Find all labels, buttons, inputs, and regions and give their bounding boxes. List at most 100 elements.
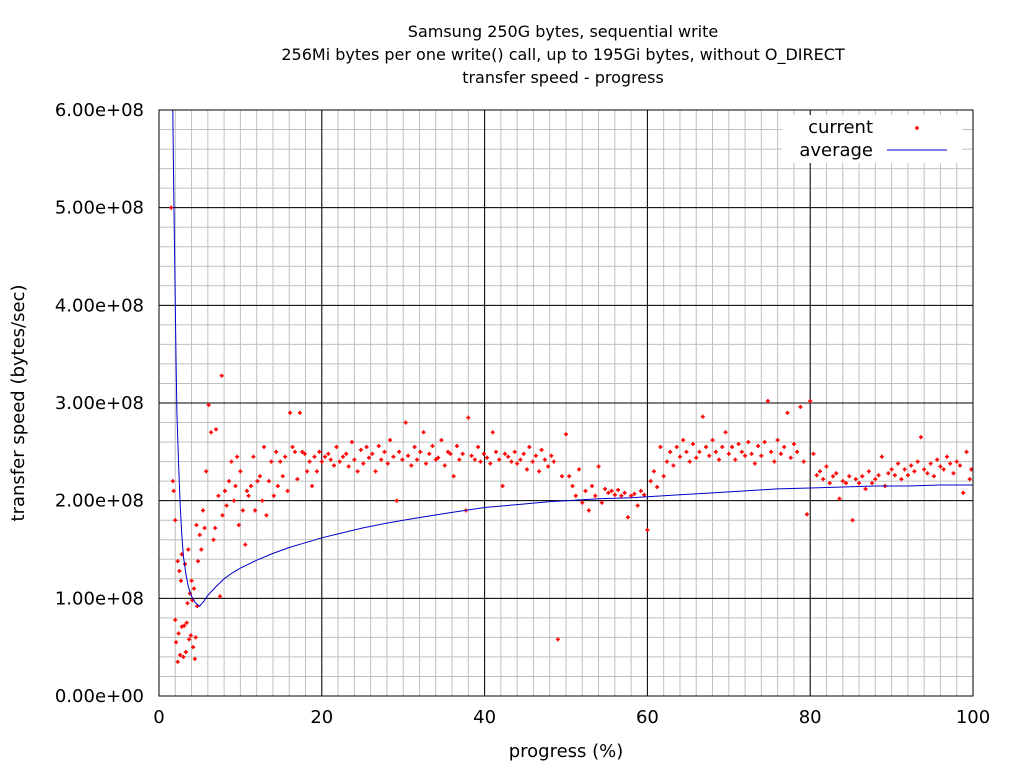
data-point-current [512, 449, 517, 454]
data-point-current [684, 449, 689, 454]
data-point-current [957, 463, 962, 468]
data-point-current [752, 461, 757, 466]
data-point-current [645, 527, 650, 532]
data-point-current [185, 601, 190, 606]
data-point-current [436, 455, 441, 460]
data-point-current [493, 449, 498, 454]
data-point-current [788, 455, 793, 460]
data-point-current [352, 457, 357, 462]
data-point-current [227, 479, 232, 484]
data-point-current [844, 481, 849, 486]
data-point-current [271, 493, 276, 498]
legend: current average [782, 115, 962, 163]
data-point-current [720, 444, 725, 449]
data-point-current [385, 461, 390, 466]
data-point-current [445, 449, 450, 454]
data-point-current [253, 508, 258, 513]
data-point-current [674, 444, 679, 449]
legend-point-current [915, 126, 919, 130]
data-point-current [246, 493, 251, 498]
data-point-current [310, 484, 315, 489]
data-point-current [379, 457, 384, 462]
data-point-current [337, 459, 342, 464]
data-point-current [785, 410, 790, 415]
data-point-current [801, 459, 806, 464]
data-point-current [830, 474, 835, 479]
data-point-current [899, 477, 904, 482]
data-point-current [229, 459, 234, 464]
data-point-current [236, 523, 241, 528]
data-point-current [697, 449, 702, 454]
data-point-current [954, 459, 959, 464]
data-point-current [285, 488, 290, 493]
data-point-current [593, 493, 598, 498]
data-point-current [200, 508, 205, 513]
data-point-current [951, 471, 956, 476]
data-point-current [533, 453, 538, 458]
data-point-current [539, 447, 544, 452]
data-point-current [421, 430, 426, 435]
data-point-current [290, 444, 295, 449]
data-point-current [490, 430, 495, 435]
data-point-current [905, 473, 910, 478]
data-point-current [260, 498, 265, 503]
data-point-current [255, 479, 260, 484]
data-point-current [834, 471, 839, 476]
data-point-current [870, 481, 875, 486]
data-point-current [219, 373, 224, 378]
data-point-current [257, 474, 262, 479]
data-point-current [549, 453, 554, 458]
data-point-current [948, 461, 953, 466]
x-tick-label: 60 [636, 707, 659, 728]
data-point-current [606, 490, 611, 495]
data-point-current [340, 454, 345, 459]
data-point-current [423, 461, 428, 466]
data-point-current [967, 477, 972, 482]
data-point-current [590, 484, 595, 489]
data-point-current [648, 479, 653, 484]
data-point-current [546, 464, 551, 469]
data-point-current [739, 449, 744, 454]
data-point-current [409, 463, 414, 468]
x-tick-label: 40 [473, 707, 496, 728]
data-point-current [863, 486, 868, 491]
data-point-current [457, 457, 462, 462]
data-point-current [454, 443, 459, 448]
data-point-current [209, 430, 214, 435]
data-point-current [521, 451, 526, 456]
data-point-current [690, 442, 695, 447]
data-point-current [632, 491, 637, 496]
data-point-current [183, 650, 188, 655]
data-point-current [206, 402, 211, 407]
data-point-current [170, 479, 175, 484]
data-point-current [481, 451, 486, 456]
data-point-current [478, 459, 483, 464]
data-point-current [886, 471, 891, 476]
data-point-current [658, 444, 663, 449]
data-point-current [938, 464, 943, 469]
data-point-current [376, 443, 381, 448]
data-point-current [334, 444, 339, 449]
data-point-current [821, 477, 826, 482]
data-point-current [717, 457, 722, 462]
data-point-current [373, 469, 378, 474]
data-point-current [791, 442, 796, 447]
data-point-current [305, 469, 310, 474]
data-point-current [346, 464, 351, 469]
data-point-current [224, 503, 229, 508]
data-point-current [192, 586, 197, 591]
data-point-current [866, 469, 871, 474]
data-point-current [175, 559, 180, 564]
data-point-current [199, 547, 204, 552]
data-point-current [204, 469, 209, 474]
data-point-current [406, 453, 411, 458]
data-point-current [326, 451, 331, 456]
data-point-current [349, 440, 354, 445]
data-point-current [704, 444, 709, 449]
legend-label-average: average [799, 140, 873, 161]
data-point-current [609, 488, 614, 493]
data-point-current [559, 474, 564, 479]
data-point-current [892, 473, 897, 478]
data-point-current [264, 513, 269, 518]
data-point-current [912, 469, 917, 474]
